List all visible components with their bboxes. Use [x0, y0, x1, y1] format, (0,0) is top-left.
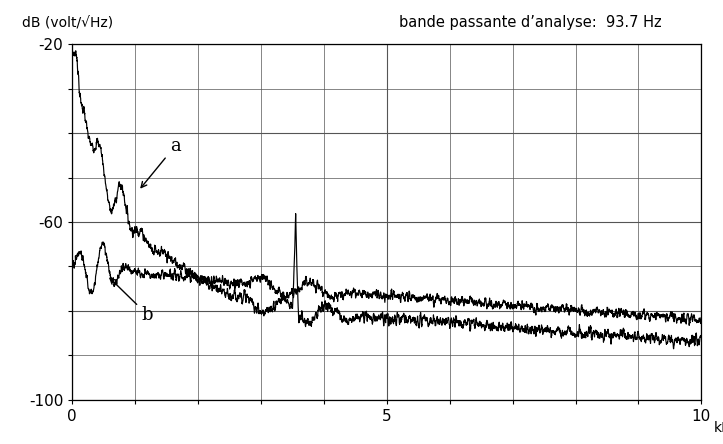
Text: b: b — [110, 278, 153, 324]
Text: dB (volt/√Hz): dB (volt/√Hz) — [22, 16, 113, 30]
Text: a: a — [141, 137, 181, 187]
Text: bande passante d’analyse:  93.7 Hz: bande passante d’analyse: 93.7 Hz — [399, 15, 662, 30]
Text: kHz: kHz — [714, 421, 723, 435]
